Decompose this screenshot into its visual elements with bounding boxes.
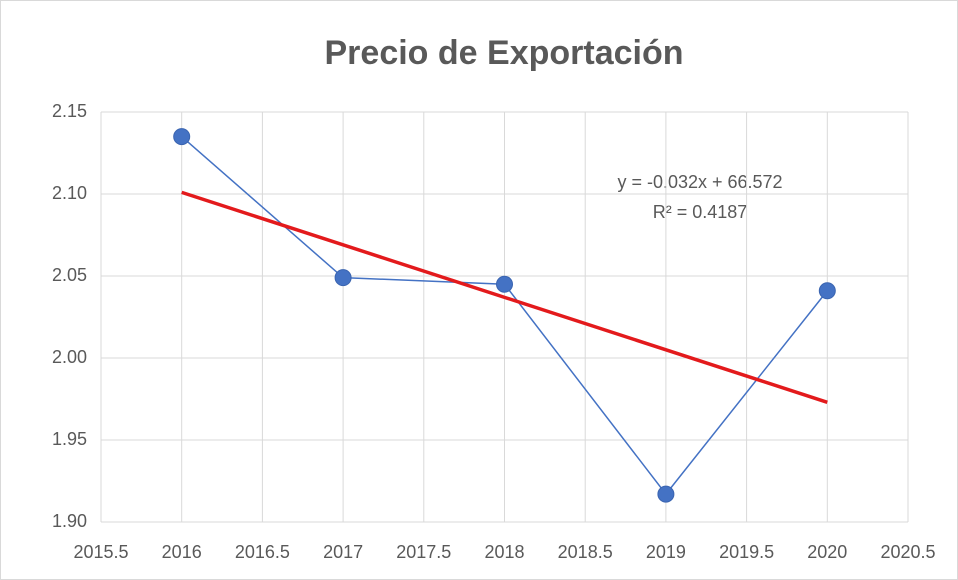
x-tick-label: 2020.5 <box>880 542 935 562</box>
trendline-r-squared: R² = 0.4187 <box>653 202 748 222</box>
y-tick-label: 1.95 <box>52 429 87 449</box>
data-point <box>496 275 513 293</box>
x-tick-label: 2017.5 <box>396 542 451 562</box>
x-tick-label: 2017 <box>323 542 363 562</box>
data-point <box>657 485 675 503</box>
chart-title: Precio de Exportación <box>325 34 684 72</box>
data-point <box>173 128 191 146</box>
x-tick-label: 2018 <box>484 542 524 562</box>
x-tick-label: 2018.5 <box>558 542 613 562</box>
trendline <box>181 190 828 404</box>
x-tick-label: 2019.5 <box>719 542 774 562</box>
x-tick-label: 2016.5 <box>235 542 290 562</box>
x-tick-label: 2019 <box>646 542 686 562</box>
data-point <box>818 282 836 300</box>
data-point <box>334 269 352 287</box>
x-tick-label: 2020 <box>807 542 847 562</box>
y-tick-label: 1.90 <box>52 511 87 531</box>
y-tick-label: 2.15 <box>52 101 87 121</box>
y-tick-label: 2.10 <box>52 183 87 203</box>
trendline-equation: y = -0.032x + 66.572 <box>617 172 782 192</box>
x-tick-label: 2015.5 <box>73 542 128 562</box>
y-tick-label: 2.00 <box>52 347 87 367</box>
x-tick-label: 2016 <box>162 542 202 562</box>
y-tick-label: 2.05 <box>52 265 87 285</box>
